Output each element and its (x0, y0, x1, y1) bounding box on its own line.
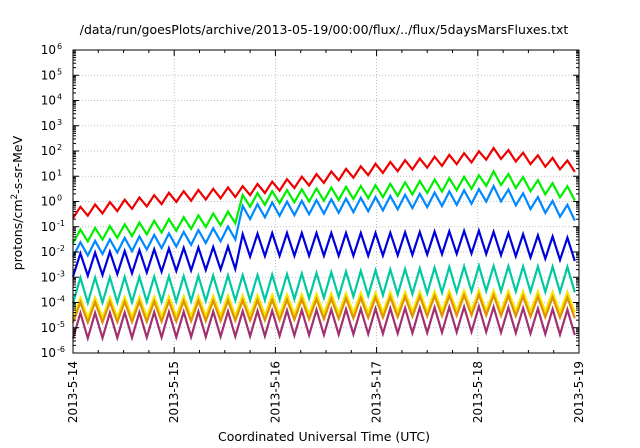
y-tick-exponent: -4 (57, 295, 65, 304)
y-tick-label: 10 (41, 270, 56, 284)
y-tick-exponent: 6 (57, 42, 62, 51)
y-tick-exponent: 3 (57, 118, 62, 127)
y-axis-label-rest: -s-sr-MeV (10, 135, 25, 193)
y-tick-label: 10 (41, 68, 56, 82)
x-tick-label: 2013-5-17 (370, 361, 384, 423)
y-tick-label: 10 (41, 220, 56, 234)
y-tick-label: 10 (41, 296, 56, 310)
y-tick-label: 10 (41, 94, 56, 108)
y-tick-exponent: -6 (57, 345, 65, 354)
y-tick-exponent: -2 (57, 244, 65, 253)
series-line-6 (71, 287, 576, 322)
series-line-8 (71, 302, 576, 343)
chart-title: /data/run/goesPlots/archive/2013-05-19/0… (80, 22, 569, 37)
x-tick-labels: 2013-5-14 2013-5-15 2013-5-16 2013-5-17 2013… (66, 361, 586, 423)
series-line-5 (71, 261, 576, 307)
series-line-2 (72, 169, 576, 244)
y-tick-exponent: 1 (57, 168, 62, 177)
x-tick-label: 2013-5-18 (471, 361, 485, 423)
y-tick-exponent: -1 (57, 219, 65, 228)
axis-ticks (72, 49, 580, 354)
y-tick-exponent: -5 (57, 320, 65, 329)
x-axis-label: Coordinated Universal Time (UTC) (218, 429, 430, 444)
series-layer (71, 145, 576, 343)
y-tick-label: 10 (41, 119, 56, 133)
y-tick-label: 10 (41, 195, 56, 209)
series-line-1 (72, 145, 576, 219)
x-tick-label: 2013-5-15 (167, 361, 181, 423)
y-tick-exponent: -3 (57, 269, 65, 278)
y-axis-label-sup: 2 (10, 194, 20, 200)
y-tick-label: 10 (41, 346, 56, 360)
y-axis-label-main: protons/cm (10, 199, 25, 270)
x-tick-label: 2013-5-16 (268, 361, 282, 423)
y-tick-exponent: 0 (57, 194, 62, 203)
y-tick-label: 10 (41, 43, 56, 57)
y-tick-label: 10 (41, 321, 56, 335)
y-tick-label: 10 (41, 169, 56, 183)
y-axis-label: protons/cm2-s-sr-MeV (10, 135, 25, 270)
x-tick-label: 2013-5-19 (572, 361, 586, 423)
x-tick-label: 2013-5-14 (66, 361, 80, 423)
y-tick-exponent: 4 (57, 93, 62, 102)
series-line-4 (71, 227, 576, 280)
series-line-3 (72, 183, 576, 258)
series-line-7 (71, 291, 576, 326)
y-tick-label: 10 (41, 245, 56, 259)
y-tick-exponent: 2 (57, 143, 62, 152)
y-tick-exponent: 5 (57, 67, 62, 76)
y-tick-label: 10 (41, 144, 56, 158)
